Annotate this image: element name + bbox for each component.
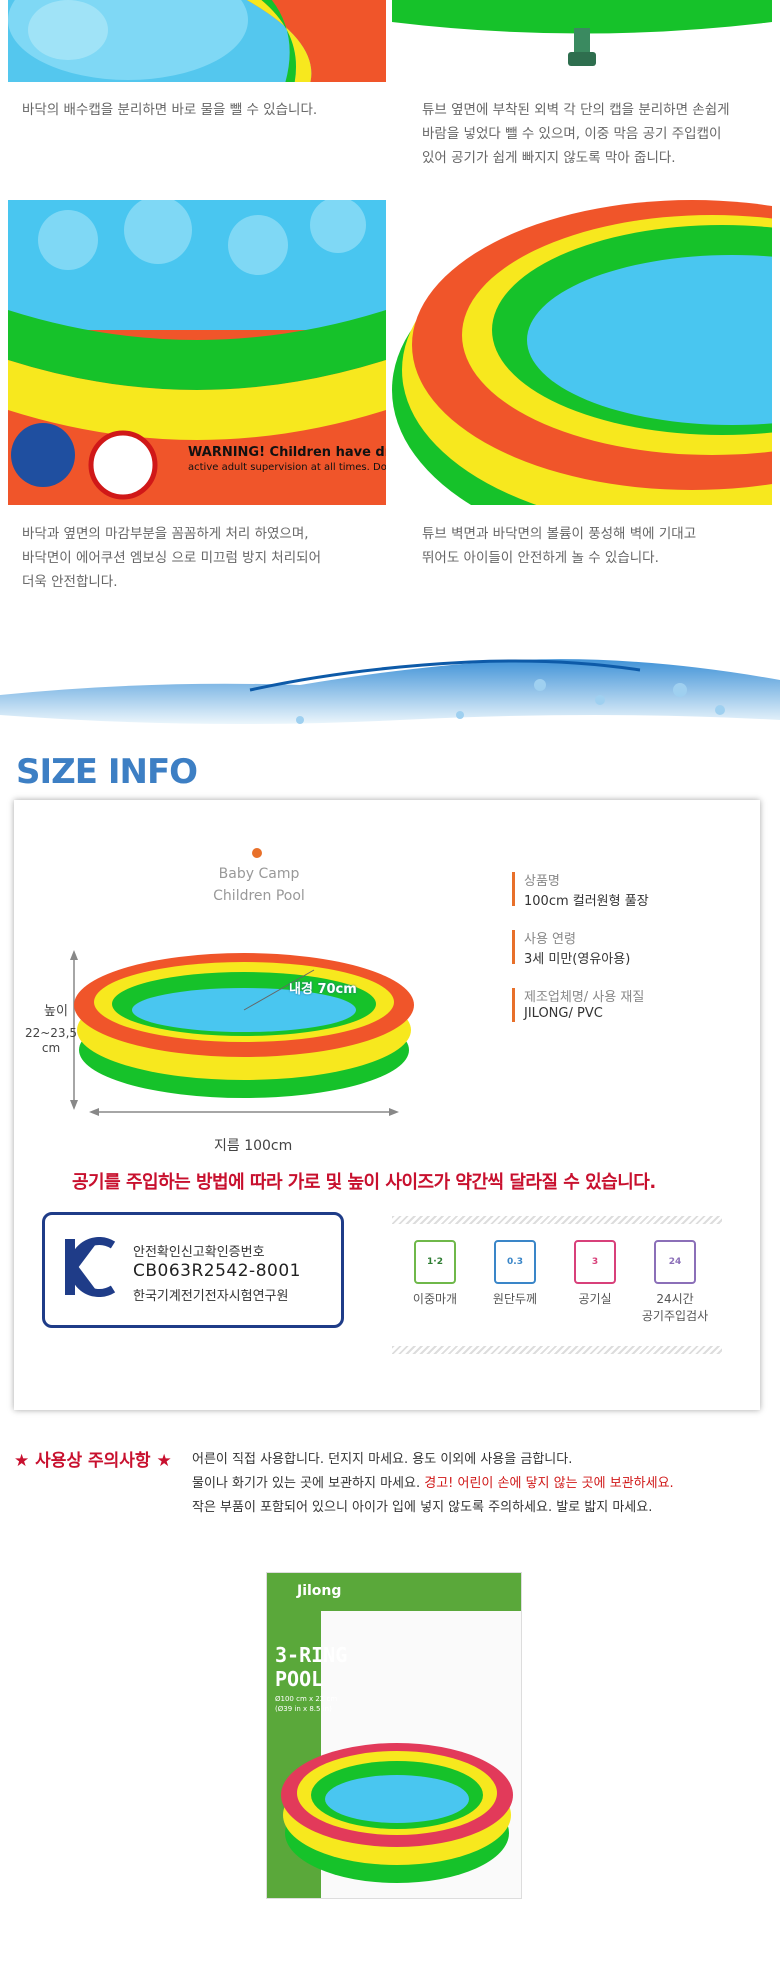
spec-bar-3: [512, 988, 515, 1022]
photo-ring-volume: [392, 200, 772, 505]
photo-floor-finish: WARNING! Children have drowned in portab…: [8, 200, 386, 505]
spec-value-name: 100cm 컬러원형 풀장: [524, 894, 649, 909]
caution-line-3: 작은 부품이 포함되어 있으니 아이가 입에 넣지 않도록 주의하세요. 발로 …: [192, 1500, 653, 1515]
product-name-en-2: Children Pool: [213, 888, 305, 904]
caption-ring-volume: 튜브 벽면과 바닥면의 볼륨이 풍성해 벽에 기대고 뛰어도 아이들이 안전하게…: [422, 526, 697, 566]
product-name-en-1: Baby Camp: [218, 866, 300, 882]
feature-air-room: 3 공기실: [552, 1240, 638, 1307]
pvc-thickness-icon: 0.3: [494, 1240, 536, 1284]
feature-pvc-thickness: 0.3 원단두께: [472, 1240, 558, 1307]
water-splash-divider: [0, 640, 780, 750]
feature-divider-bottom: [392, 1346, 722, 1354]
kc-line-3: 한국기계전기전자시험연구원: [133, 1289, 289, 1304]
kc-line-1: 안전확인신고확인증번호: [133, 1245, 265, 1260]
kc-cert-number: CB063R2542-8001: [133, 1261, 301, 1281]
air-room-icon: 3: [574, 1240, 616, 1284]
feature-label-pvc: 원단두께: [492, 1292, 538, 1306]
caution-line-2a: 물이나 화기가 있는 곳에 보관하지 마세요.: [192, 1476, 425, 1491]
clock-icon: 24: [654, 1240, 696, 1284]
height-value: 22~23,5 cm: [24, 1026, 78, 1055]
spec-label-maker: 제조업체명/ 사용 재질: [524, 990, 645, 1005]
feature-label-24h: 24시간 공기주입검사: [641, 1292, 709, 1323]
feature-label-double-cap: 이중마개: [412, 1292, 458, 1306]
package-header: [267, 1573, 521, 1611]
spec-value-maker: JILONG/ PVC: [524, 1006, 603, 1021]
package-title-1: 3-RING: [275, 1643, 348, 1667]
caption-side-cap: 튜브 옆면에 부착된 외벽 각 단의 캡을 분리하면 손쉽게 바람을 넣었다 뺄…: [422, 102, 730, 166]
size-info-title: SIZE INFO: [16, 752, 198, 792]
feature-label-air-room: 공기실: [578, 1292, 612, 1306]
caution-line-2b: 경고! 어린이 손에 닿지 않는 곳에 보관하세요.: [424, 1476, 674, 1491]
feature-24h-test: 24 24시간 공기주입검사: [632, 1240, 718, 1324]
warning-print-sub: active adult supervision at all times. D…: [188, 462, 386, 473]
feature-double-cap: 1·2 이중마개: [392, 1240, 478, 1307]
caution-title: ★ 사용상 주의사항 ★: [14, 1451, 172, 1471]
feature-divider-top: [392, 1216, 722, 1224]
photo-side-cap: [392, 0, 772, 82]
double-cap-icon: 1·2: [414, 1240, 456, 1284]
caption-drain-cap: 바닥의 배수캡을 분리하면 바로 물을 뺄 수 있습니다.: [22, 102, 318, 118]
caution-line-1: 어른이 직접 사용합니다. 던지지 마세요. 용도 이외에 사용을 금합니다.: [192, 1452, 573, 1467]
caution-line-2: 물이나 화기가 있는 곳에 보관하지 마세요. 경고! 어린이 손에 닿지 않는…: [192, 1472, 674, 1491]
package-title-2: POOL: [275, 1667, 324, 1691]
spec-label-name: 상품명: [524, 874, 560, 889]
caption-floor-finish: 바닥과 옆면의 마감부분을 꼼꼼하게 처리 하였으며, 바닥면이 에어쿠션 엠보…: [22, 526, 321, 590]
package-pool-image: [281, 1743, 513, 1883]
product-package: Jilong 3-RING POOL Ø100 cm x 22 cm (Ø39 …: [266, 1572, 522, 1899]
size-notice: 공기를 주입하는 방법에 따라 가로 및 높이 사이즈가 약간씩 달라질 수 있…: [72, 1172, 656, 1193]
orange-dot-icon: [252, 848, 262, 858]
height-label: 높이: [44, 1004, 68, 1019]
package-dims-1: Ø100 cm x 22 cm: [275, 1695, 338, 1703]
photo-drain-cap: [8, 0, 386, 82]
diameter-label: 지름 100cm: [214, 1138, 293, 1154]
spec-bar-1: [512, 872, 515, 906]
kc-certification-box: 안전확인신고확인증번호 CB063R2542-8001 한국기계전기전자시험연구…: [42, 1212, 344, 1328]
pool-illustration: [70, 950, 414, 1116]
kc-mark-icon: [65, 1237, 116, 1297]
spec-bar-2: [512, 930, 515, 964]
spec-value-age: 3세 미만(영유아용): [524, 952, 631, 967]
package-brand: Jilong: [297, 1583, 342, 1599]
warning-print: WARNING! Children have drowned in portab…: [188, 445, 386, 460]
spec-label-age: 사용 연령: [524, 932, 576, 947]
inner-diameter-label: 내경 70cm: [289, 982, 357, 997]
package-dims-2: (Ø39 in x 8.5 in): [275, 1705, 332, 1713]
